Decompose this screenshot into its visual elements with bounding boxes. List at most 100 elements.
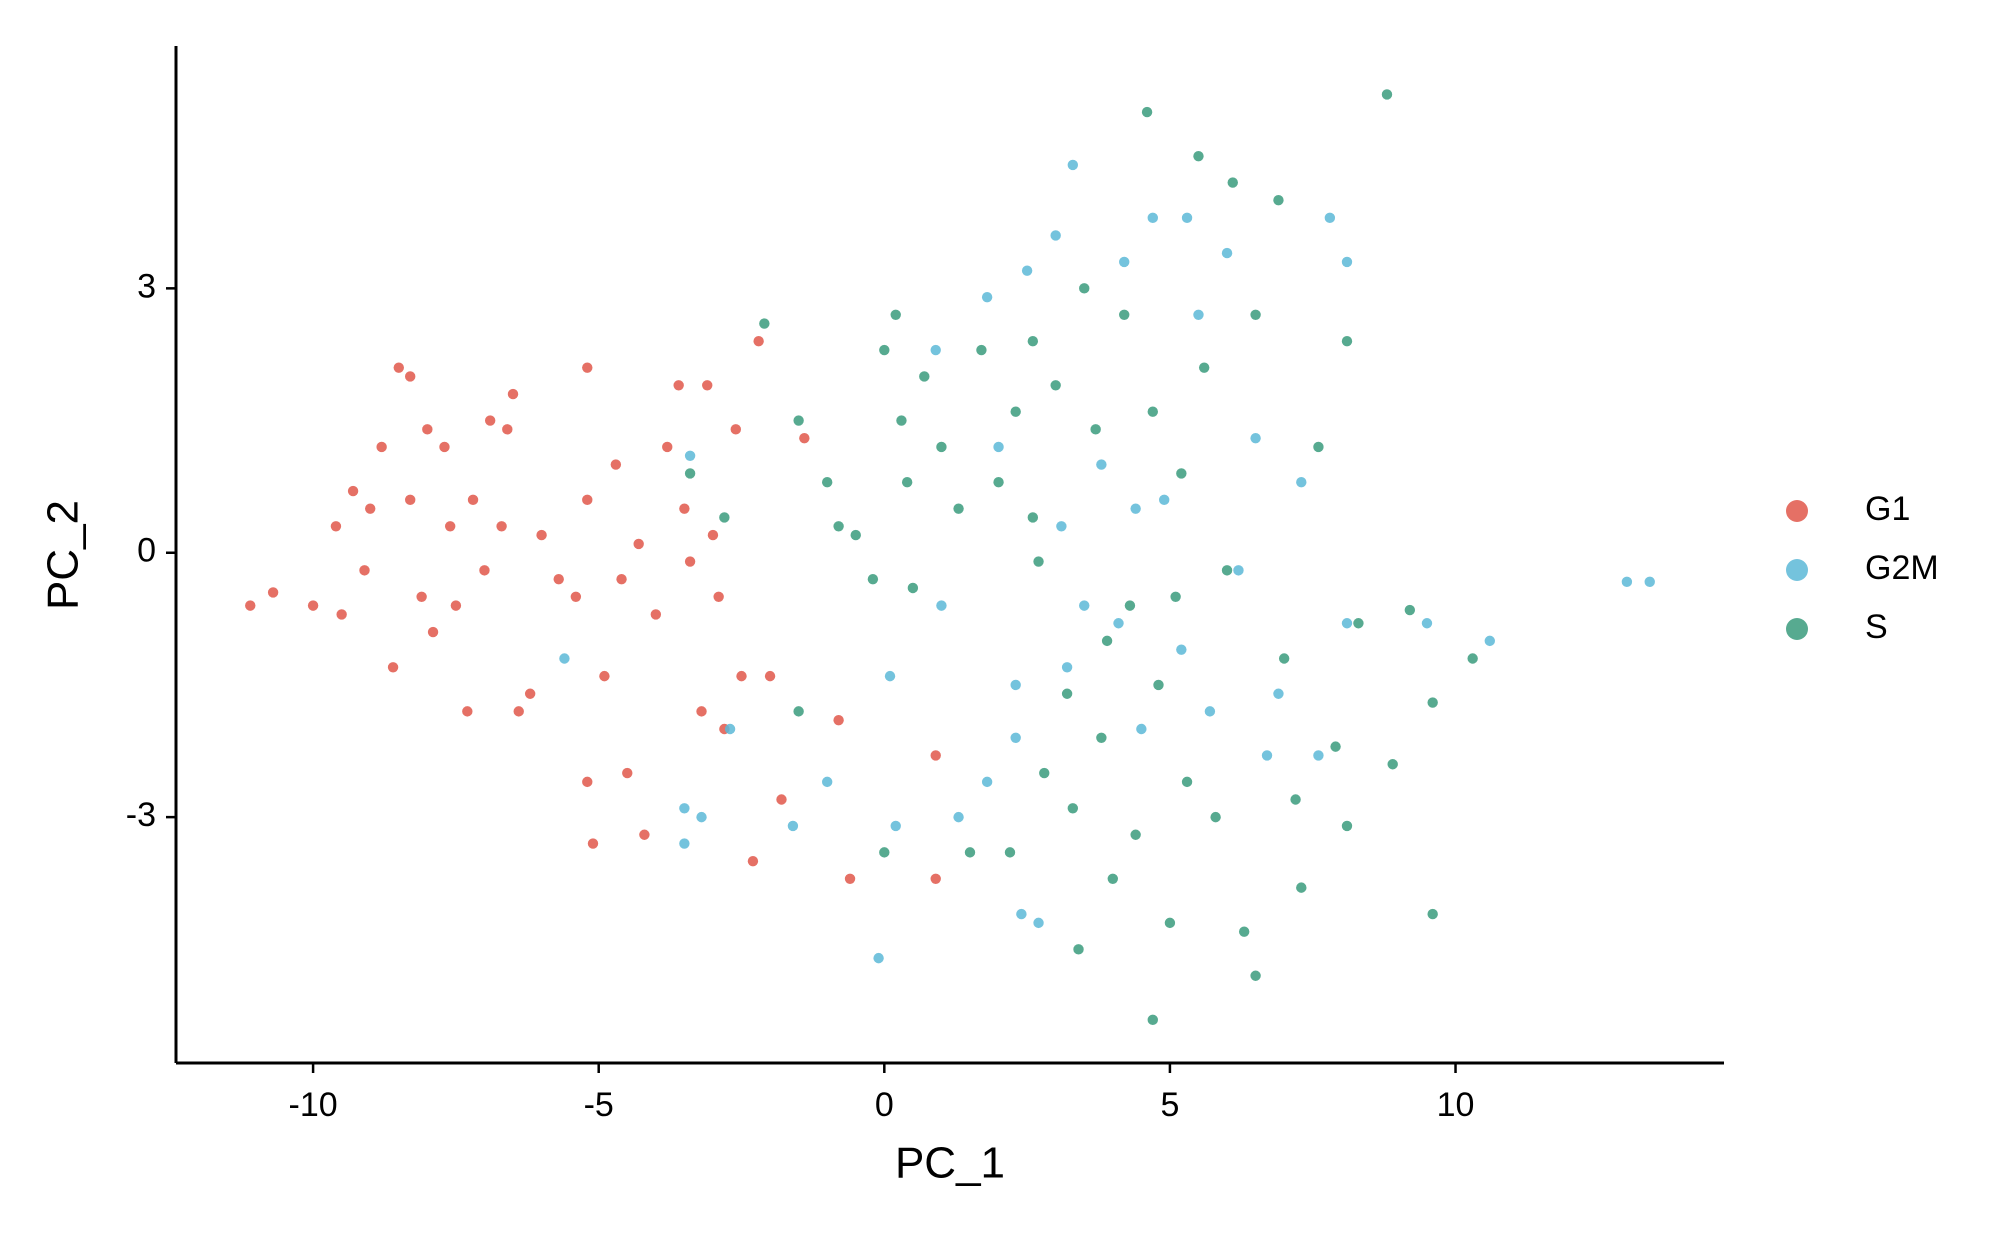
point [764,670,776,682]
point [907,582,919,594]
point [1238,926,1250,937]
point [901,477,913,488]
point [873,952,884,964]
point [393,362,404,373]
point [376,441,387,453]
point [1010,732,1021,744]
point [736,670,747,682]
x-tick-label: 5 [1160,1086,1179,1124]
point [330,521,342,532]
point [336,609,347,620]
point [1096,732,1107,744]
point [1621,576,1633,588]
point [696,706,707,717]
point [684,556,696,567]
point [1221,247,1233,259]
point [1096,459,1107,470]
point [1136,723,1147,735]
point [1193,150,1204,162]
point [416,591,427,603]
point [1273,688,1284,699]
point [896,415,907,426]
point [1387,759,1398,770]
point [1341,820,1353,832]
legend-label: G2M [1865,549,1939,587]
point [1016,908,1027,920]
point [444,521,456,532]
point [1330,741,1341,752]
point [422,424,433,435]
point [890,820,901,832]
point [536,529,547,541]
point [787,820,799,832]
point [622,767,633,779]
point [1033,917,1044,929]
point [582,362,593,373]
point [1296,882,1307,893]
point [1010,406,1021,417]
point [1021,265,1033,276]
point [1421,618,1433,629]
y-tick-label: 0 [137,532,156,570]
point [245,600,256,611]
point [1153,679,1164,691]
point [1107,873,1118,885]
point [993,477,1004,488]
y-axis-title: PC_2 [39,500,88,610]
point [1404,604,1416,616]
point [650,609,662,620]
point [1313,441,1324,453]
point [633,538,644,550]
point [1290,794,1301,805]
point [844,873,856,885]
point [1119,256,1130,268]
point [1250,309,1261,320]
point [1427,908,1438,920]
point [1033,556,1044,567]
point [1181,212,1193,224]
point [1073,944,1084,955]
point [467,494,479,506]
point [610,459,622,470]
point [679,838,690,849]
point [684,468,696,479]
y-tick-label: 3 [137,267,156,305]
point [387,662,399,673]
point [1004,847,1016,858]
point [347,485,359,497]
point [884,670,896,682]
point [267,587,279,598]
point [1250,970,1261,981]
point [365,503,376,514]
point [1061,688,1073,699]
point [993,441,1004,453]
point [639,829,650,840]
point [1193,309,1204,320]
point [553,573,564,585]
point [1204,706,1216,717]
point [981,291,993,303]
point [696,811,707,823]
point [1027,336,1039,347]
point [890,309,901,320]
point [1050,230,1061,241]
point [1341,256,1353,268]
point [953,503,964,514]
point [404,494,416,506]
point [724,723,736,735]
point [833,521,844,532]
point [930,344,941,356]
point [1050,380,1061,391]
point [496,521,507,532]
point [850,529,861,541]
point [570,591,582,603]
x-axis-title: PC_1 [895,1139,1005,1188]
point [1644,576,1655,588]
point [936,600,947,611]
x-tick-label: 10 [1437,1086,1475,1124]
point [753,336,764,347]
point [776,794,787,805]
point [582,776,593,788]
point [1176,468,1187,479]
